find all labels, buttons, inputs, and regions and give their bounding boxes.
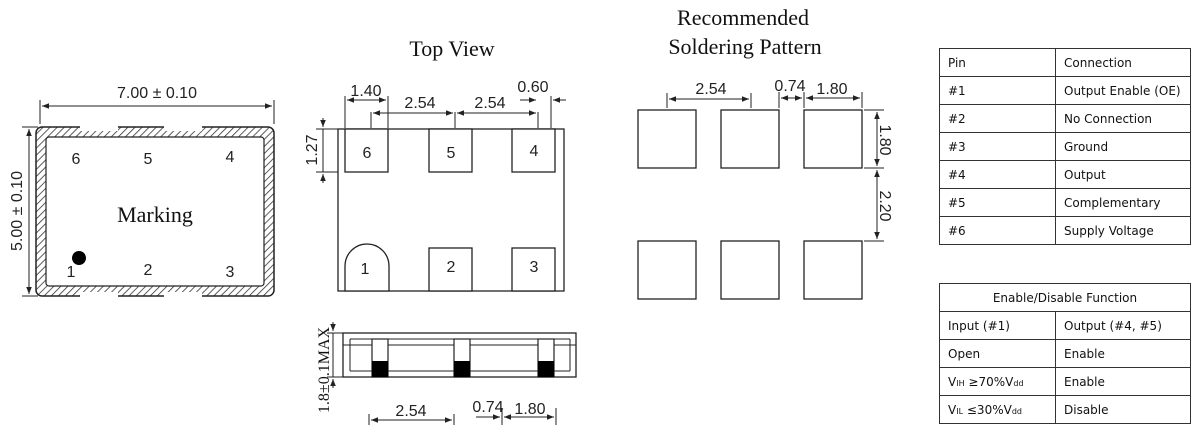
vih-subscript: IH (956, 378, 965, 388)
top-view-pad-3 (511, 247, 556, 292)
table-row: #1 Output Enable (OE) (939, 76, 1191, 105)
package-width-dim: 7.00 ± 0.10 (117, 85, 197, 102)
soldering-title-line1: Recommended (677, 5, 809, 30)
enable-disable-table: Enable/Disable Function Input (#1) Outpu… (939, 283, 1191, 424)
vil-subscript: IL (956, 406, 964, 416)
connection-cell: Complementary (1055, 188, 1191, 217)
output-cell: Enable (1055, 367, 1191, 396)
soldering-dim-1-80-v: 1.80 (876, 124, 893, 155)
package-lid (45, 136, 265, 287)
pin-cell: #5 (939, 188, 1056, 217)
top-view-dim-1-40: 1.40 (350, 83, 381, 100)
soldering-pad-top-1 (637, 109, 697, 169)
soldering-title-line2: Soldering Pattern (668, 34, 821, 59)
pin-connection-table: Pin Connection #1 Output Enable (OE) #2 … (939, 48, 1191, 245)
pin-cell: #4 (939, 160, 1056, 189)
top-view-pad-2-label: 2 (447, 259, 456, 276)
table-row: VIL ≤30%Vdd Disable (939, 395, 1191, 424)
connection-cell: No Connection (1055, 104, 1191, 133)
pin-cell: #6 (939, 216, 1056, 245)
output-header: Output (#4, #5) (1055, 311, 1191, 340)
package-height-dim: 5.00 ± 0.10 (9, 171, 26, 251)
connection-cell: Ground (1055, 132, 1191, 161)
top-view: Top View 1.40 2.54 2.54 0.60 1.27 6 5 4 (304, 36, 566, 292)
soldering-dim-0-74: 0.74 (774, 78, 805, 95)
top-view-title: Top View (409, 36, 494, 61)
pin1-indicator-dot (72, 251, 86, 265)
outline-pin-3: 3 (226, 264, 235, 281)
marking-label: Marking (117, 202, 193, 227)
vih-condition: ≥70%V (968, 374, 1014, 389)
enable-disable-title: Enable/Disable Function (939, 283, 1191, 312)
side-view-height-dim: 1.8±0.1MAX (316, 327, 333, 414)
input-header: Input (#1) (939, 311, 1056, 340)
soldering-dim-2-54: 2.54 (695, 81, 726, 98)
top-view-pad-6-label: 6 (363, 145, 372, 162)
outline-pin-2: 2 (144, 262, 153, 279)
soldering-dim-2-20-v: 2.20 (876, 190, 893, 221)
top-view-dim-0-60: 0.60 (517, 79, 548, 96)
soldering-pad-top-3 (803, 109, 863, 169)
input-cell: VIL ≤30%Vdd (939, 395, 1056, 424)
connection-cell: Supply Voltage (1055, 216, 1191, 245)
vdd-subscript: dd (1011, 406, 1022, 416)
outline-pin-1: 1 (67, 264, 76, 281)
input-cell: Open (939, 339, 1056, 368)
soldering-pad-bottom-1 (637, 240, 697, 300)
side-view: 1.8±0.1MAX 2.54 0.74 1.80 (316, 322, 577, 425)
side-view-dim-1-80: 1.80 (514, 401, 545, 418)
vdd-subscript: dd (1013, 378, 1024, 388)
side-view-dim-0-74: 0.74 (472, 399, 503, 416)
top-view-pad-6 (344, 128, 389, 173)
outline-pin-6: 6 (72, 151, 81, 168)
output-cell: Enable (1055, 339, 1191, 368)
vil-condition: ≤30%V (966, 402, 1012, 417)
soldering-dim-1-80: 1.80 (816, 81, 847, 98)
soldering-pad-top-2 (720, 109, 780, 169)
outline-pin-5: 5 (144, 151, 153, 168)
top-view-pad-2 (428, 247, 473, 292)
outline-pin-4: 4 (226, 149, 235, 166)
top-view-pad-4-label: 4 (530, 143, 539, 160)
side-view-dim-2-54: 2.54 (395, 403, 426, 420)
table-row: #5 Complementary (939, 188, 1191, 217)
connection-header: Connection (1055, 48, 1191, 77)
top-view-dim-2-54-b: 2.54 (474, 95, 505, 112)
table-row: VIH ≥70%Vdd Enable (939, 367, 1191, 396)
top-view-pad-4 (511, 128, 556, 173)
soldering-pad-bottom-2 (720, 240, 780, 300)
connection-cell: Output Enable (OE) (1055, 76, 1191, 105)
table-row: #6 Supply Voltage (939, 216, 1191, 245)
top-view-pad-1-label: 1 (361, 261, 370, 278)
table-row: Open Enable (939, 339, 1191, 368)
top-view-dim-1-27: 1.27 (304, 134, 321, 165)
vih-symbol: V (948, 374, 957, 389)
soldering-pattern: Recommended Soldering Pattern 2.54 0.74 … (637, 5, 893, 300)
pin-cell: #3 (939, 132, 1056, 161)
output-cell: Disable (1055, 395, 1191, 424)
package-outline: 7.00 ± 0.10 5.00 ± 0.10 6 5 4 1 2 3 Mark… (9, 85, 275, 297)
top-view-pad-5 (428, 128, 473, 173)
pin-cell: #1 (939, 76, 1056, 105)
pin-header: Pin (939, 48, 1056, 77)
top-view-pad-5-label: 5 (447, 145, 456, 162)
table-row: #3 Ground (939, 132, 1191, 161)
table-header-row: Input (#1) Output (#4, #5) (939, 311, 1191, 340)
top-view-dim-2-54-a: 2.54 (404, 95, 435, 112)
table-title-row: Enable/Disable Function (939, 283, 1191, 312)
top-view-pad-3-label: 3 (530, 259, 539, 276)
connection-cell: Output (1055, 160, 1191, 189)
table-row: #2 No Connection (939, 104, 1191, 133)
pin-cell: #2 (939, 104, 1056, 133)
top-view-pad-1 (344, 243, 390, 292)
vil-symbol: V (948, 402, 957, 417)
input-cell: VIH ≥70%Vdd (939, 367, 1056, 396)
soldering-pad-bottom-3 (803, 240, 863, 300)
table-header-row: Pin Connection (939, 48, 1191, 77)
table-row: #4 Output (939, 160, 1191, 189)
